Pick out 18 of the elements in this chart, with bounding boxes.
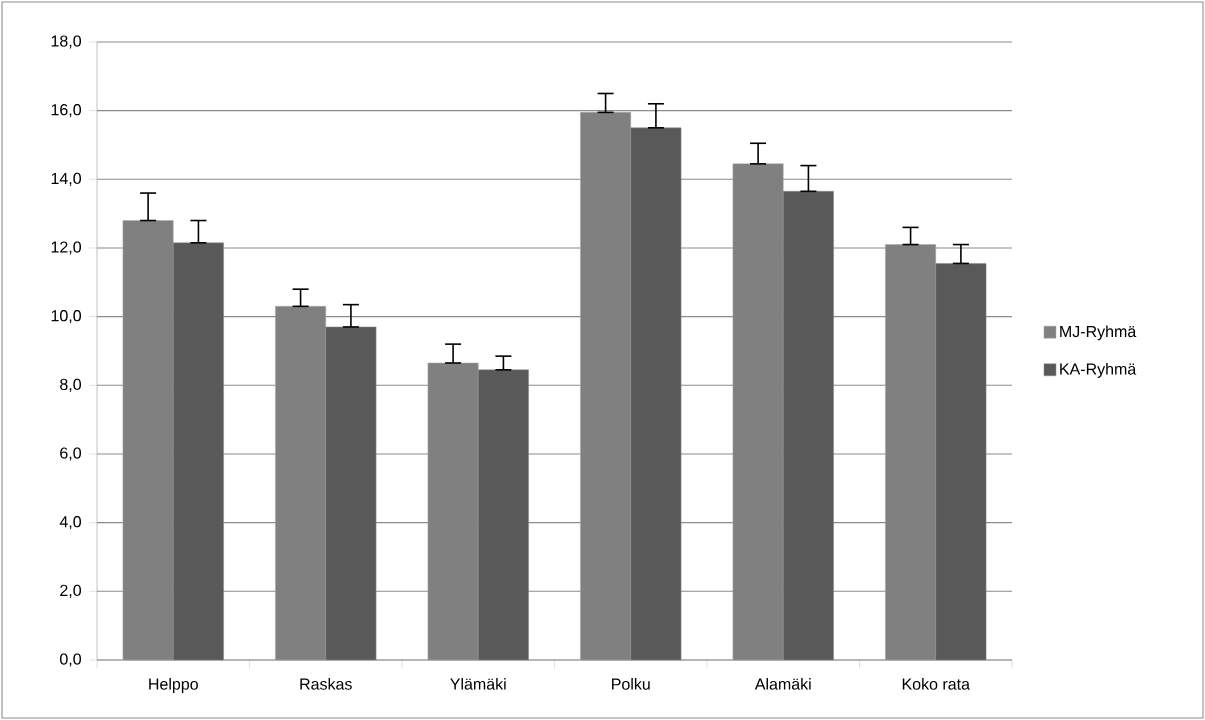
y-tick-label: 12,0 bbox=[51, 241, 82, 255]
y-tick-label: 16,0 bbox=[51, 104, 82, 118]
x-tick-label: Ylämäki bbox=[450, 678, 506, 690]
x-tick-label: Alamäki bbox=[754, 678, 811, 690]
y-tick-label: 14,0 bbox=[51, 172, 82, 186]
legend-label: MJ-Ryhmä bbox=[1060, 325, 1137, 341]
y-tick-label: 4,0 bbox=[59, 516, 82, 530]
y-tick-label: 2,0 bbox=[60, 584, 82, 598]
legend-label: KA-Ryhmä bbox=[1060, 362, 1137, 378]
y-tick-label: 18,0 bbox=[51, 35, 82, 49]
y-tick-label: 10,0 bbox=[51, 310, 82, 324]
x-tick-label: Polku bbox=[612, 678, 650, 690]
y-tick-label: 8,0 bbox=[60, 378, 82, 392]
x-tick-label: Raskas bbox=[300, 678, 352, 690]
y-tick-label: 0,0 bbox=[60, 653, 82, 667]
x-tick-label: Koko rata bbox=[902, 678, 970, 690]
x-tick-label: Helppo bbox=[149, 678, 198, 693]
y-tick-label: 6,0 bbox=[60, 447, 82, 461]
